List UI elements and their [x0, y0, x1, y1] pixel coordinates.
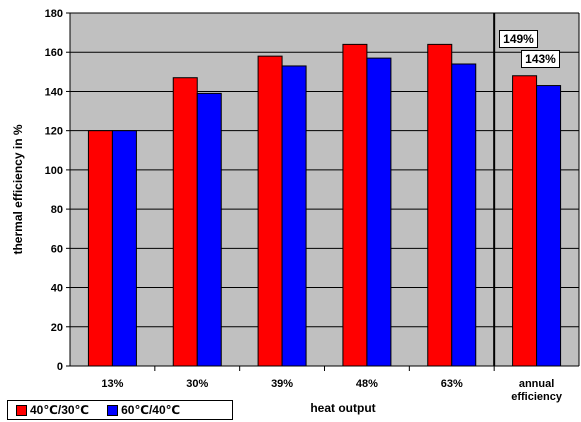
bar-blue — [451, 63, 477, 367]
y-tick-label: 20 — [51, 322, 63, 334]
x-tick-label: efficiency — [511, 391, 563, 403]
bar-red — [172, 77, 198, 367]
legend-swatch-red — [16, 404, 27, 416]
axes — [66, 12, 580, 371]
bar-red — [87, 130, 113, 367]
legend-label-series-2: 60℃/40℃ — [121, 403, 181, 417]
bar-red — [512, 75, 538, 367]
x-tick-label: 48% — [356, 378, 378, 390]
y-tick-label: 60 — [51, 243, 63, 255]
bar-red — [342, 43, 368, 367]
annual-label-series-1: 149% — [499, 30, 538, 49]
y-tick-label: 80 — [51, 204, 63, 216]
bar-red — [257, 55, 283, 367]
y-axis-title: thermal efficiency in % — [11, 124, 25, 254]
x-tick-label: annual — [519, 378, 554, 390]
y-tick-label: 0 — [57, 361, 63, 373]
x-tick-label: 30% — [186, 378, 208, 390]
bar-blue — [281, 65, 307, 367]
y-tick-label: 180 — [45, 8, 63, 20]
y-tick-labels: 0 20 40 60 80 100 120 140 160 180 — [45, 8, 63, 373]
bar-blue — [111, 130, 137, 367]
bar-red — [427, 43, 453, 367]
legend-item-series-1: 40℃/30℃ — [16, 403, 89, 417]
y-tick-label: 160 — [45, 47, 63, 59]
y-tick-label: 40 — [51, 283, 63, 295]
legend-item-series-2: 60℃/40℃ — [107, 403, 180, 417]
bar-blue — [196, 92, 222, 367]
bars — [87, 43, 562, 367]
x-tick-label: 13% — [101, 378, 123, 390]
x-tick-label: 63% — [441, 378, 463, 390]
x-tick-label: 39% — [271, 378, 293, 390]
bar-blue — [366, 57, 392, 367]
y-tick-label: 120 — [45, 126, 63, 138]
legend: 40℃/30℃ 60℃/40℃ — [7, 400, 233, 420]
x-axis-title: heat output — [310, 401, 375, 415]
plot-area — [70, 13, 579, 366]
legend-swatch-blue — [107, 404, 119, 416]
y-tick-label: 100 — [45, 165, 63, 177]
annual-label-series-2: 143% — [521, 50, 560, 69]
legend-label-series-1: 40℃/30℃ — [30, 403, 90, 417]
bar-blue — [536, 85, 562, 367]
y-tick-label: 140 — [45, 86, 63, 98]
